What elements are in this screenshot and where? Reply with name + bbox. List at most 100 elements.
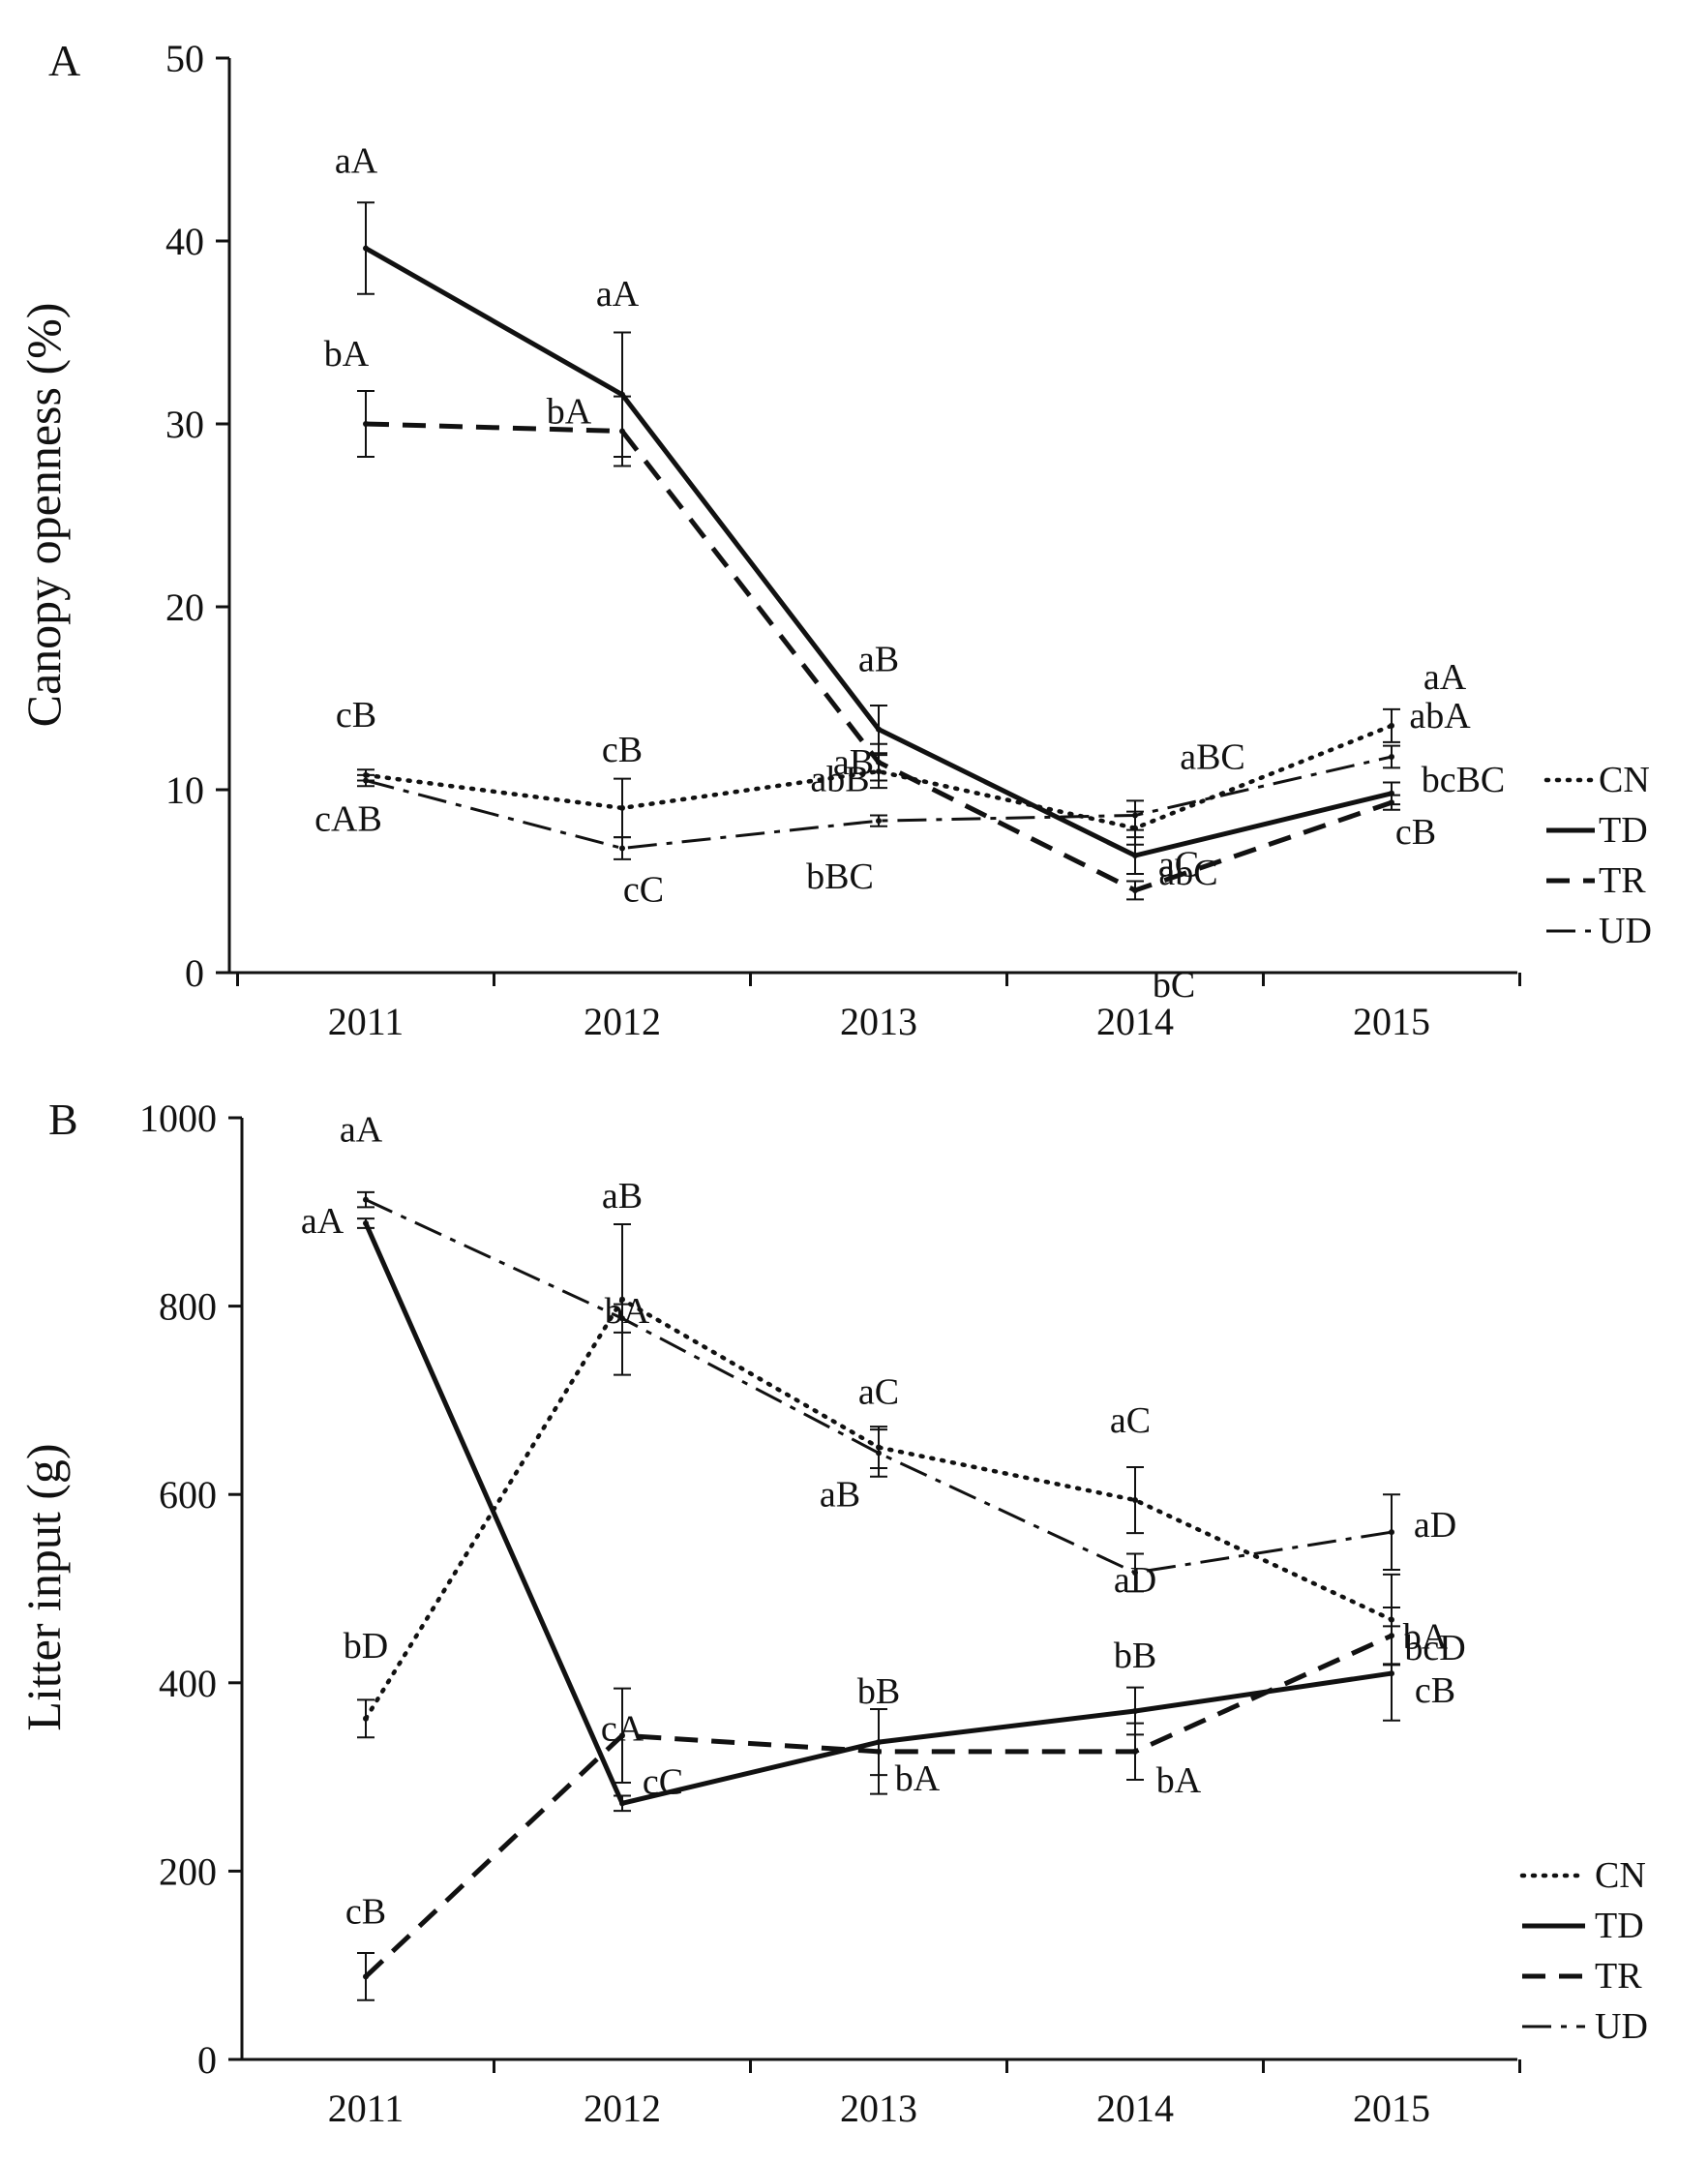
data-point [1389,1670,1394,1677]
significance-label: bcBC [1422,760,1506,800]
data-point [619,845,625,852]
y-axis-title: Litter input (g) [16,1443,71,1730]
data-point [876,1450,882,1457]
panel-a: A 0 10 20 30 40 50 2011 2012 2013 2014 2015 Canopy o… [16,36,1652,1043]
significance-label: abA [1409,696,1471,736]
data-point [1132,1748,1138,1755]
data-point [1389,1633,1394,1639]
data-point [1389,799,1394,806]
data-point [363,1715,369,1722]
series-cn: bD aB aC aC bA [344,1176,1449,1739]
x-tick-label: 2011 [328,2087,405,2130]
significance-label: cC [643,1761,683,1802]
data-point [876,818,882,825]
y-tick-label: 30 [165,403,204,446]
significance-label: bC [1153,965,1195,1006]
data-point [1132,1497,1138,1504]
x-tick-label: 2013 [840,2087,917,2130]
data-point [1389,1529,1394,1536]
legend-label-cn: CN [1595,1855,1646,1896]
significance-label: aBC [1180,736,1245,777]
significance-label: bBC [806,856,874,897]
significance-label: bB [1114,1636,1156,1676]
significance-label: aA [340,1110,383,1151]
data-point [1132,886,1138,893]
x-tick-label: 2012 [584,1000,661,1043]
significance-label: cB [345,1891,386,1932]
data-point [1389,722,1394,729]
data-point [363,1196,369,1203]
significance-label: aC [858,1372,899,1413]
significance-label: bA [605,1291,650,1332]
legend-label-ud: UD [1595,2006,1648,2047]
data-point [363,777,369,784]
y-tick-label: 0 [185,951,204,995]
y-tick-label: 10 [165,768,204,812]
data-point [619,1296,625,1303]
data-point [619,1732,625,1739]
x-tick-label: 2011 [328,1000,405,1043]
data-point [619,1800,625,1807]
data-point [619,804,625,811]
significance-label: aB [602,1176,643,1217]
significance-label: cC [623,869,664,910]
legend-label-td: TD [1599,810,1648,851]
y-tick-label: 0 [197,2038,217,2082]
significance-label: bcD [1404,1628,1465,1668]
significance-label: aB [833,742,874,783]
series-line-cn [363,1296,1394,1722]
x-tick-label: 2014 [1096,1000,1174,1043]
data-point [363,245,369,252]
significance-label: aB [820,1474,860,1515]
series-line-ud [365,1198,1393,1575]
y-tick-label: 40 [165,220,204,263]
significance-label: bA [1403,1617,1449,1658]
y-tick-label: 1000 [139,1097,217,1140]
x-tick-label: 2015 [1353,2087,1430,2130]
y-tick-label: 800 [159,1285,217,1329]
x-tick-label: 2012 [584,2087,661,2130]
data-point [1132,1569,1138,1576]
significance-label: aA [301,1201,345,1242]
data-point [876,726,882,733]
significance-label: aA [335,141,378,182]
data-point [876,1748,882,1755]
x-tick-label: 2013 [840,1000,917,1043]
significance-label: bA [1156,1760,1202,1801]
significance-label: bD [344,1626,388,1667]
data-point [1132,853,1138,859]
significance-label: aD [1114,1560,1156,1601]
y-tick-label: 20 [165,586,204,629]
significance-label: aD [1414,1505,1456,1546]
data-point [363,1219,369,1226]
series-ud: cAB cC bBC aBC abA [315,696,1471,911]
data-point [1132,1707,1138,1714]
significance-label: bA [324,334,370,375]
x-tick-label: 2014 [1096,2087,1174,2130]
significance-label: cB [1395,812,1436,853]
y-tick-label: 200 [159,1849,217,1893]
legend: CN TD TR UD [1543,760,1652,951]
series-tr: bA bA abB bC [324,334,1400,1006]
legend: CN TD TR UD [1519,1855,1648,2047]
panel-b: B 0 200 400 600 800 1000 2011 2012 2013 2014 2015 Li… [16,1095,1648,2130]
significance-label: cAB [315,799,382,840]
data-point [1132,812,1138,819]
data-point [1389,753,1394,760]
significance-label: bA [895,1758,941,1799]
legend-label-cn: CN [1599,760,1650,800]
y-tick-label: 50 [165,37,204,80]
legend-label-ud: UD [1599,911,1652,951]
series-line-cn [363,723,1394,831]
significance-label: bB [857,1671,900,1712]
y-tick-label: 600 [159,1473,217,1517]
significance-label: cB [1415,1670,1455,1711]
significance-label: aC [1110,1400,1151,1441]
y-axis-title: Canopy openness (%) [16,303,71,728]
panel-letter: A [48,36,80,85]
data-point [876,759,882,766]
significance-label: bA [547,392,592,433]
x-tick-label: 2015 [1353,1000,1430,1043]
